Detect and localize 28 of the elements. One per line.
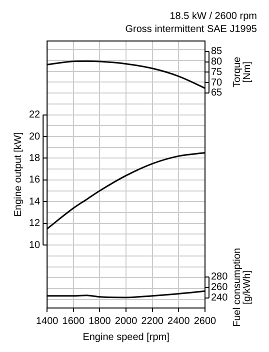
y2-tick-label: 70 — [211, 77, 223, 88]
y-tick-label: 10 — [29, 240, 41, 251]
x-tick-label: 2000 — [114, 316, 138, 327]
y-tick-label: 18 — [29, 152, 41, 164]
chart-title: 18.5 kW / 2600 rpm — [170, 10, 257, 22]
y-tick-label: 12 — [29, 218, 41, 230]
y-tick-label: 16 — [29, 174, 41, 186]
y3-tick-label: 280 — [211, 272, 228, 283]
y3-tick-label: 240 — [211, 292, 228, 304]
y3-tick-label: 260 — [211, 282, 228, 294]
y2-axis-title: Torque [Nm] — [232, 56, 253, 88]
x-axis-title: Engine speed [rpm] — [82, 332, 170, 343]
x-tick-label: 2600 — [194, 316, 217, 327]
y3-axis-title: Fuel consumption [g/kWh] — [232, 248, 253, 327]
y2-tick-label: 85 — [211, 46, 223, 58]
y-axis-title: Engine output [kW] — [12, 132, 24, 217]
x-tick-label: 2200 — [141, 316, 164, 327]
y2-tick-label: 75 — [211, 66, 223, 78]
y-tick-label: 14 — [29, 196, 41, 208]
x-tick-label: 1800 — [88, 316, 112, 327]
y-tick-label: 22 — [29, 110, 41, 121]
x-tick-label: 1600 — [62, 316, 85, 327]
x-tick-label: 1400 — [36, 316, 59, 327]
y2-tick-label: 80 — [211, 56, 223, 68]
chart-subtitle: Gross intermittent SAE J1995 — [125, 24, 258, 35]
y-tick-label: 20 — [29, 131, 41, 142]
y2-tick-label: 65 — [211, 88, 223, 99]
x-tick-label: 2400 — [168, 316, 190, 327]
